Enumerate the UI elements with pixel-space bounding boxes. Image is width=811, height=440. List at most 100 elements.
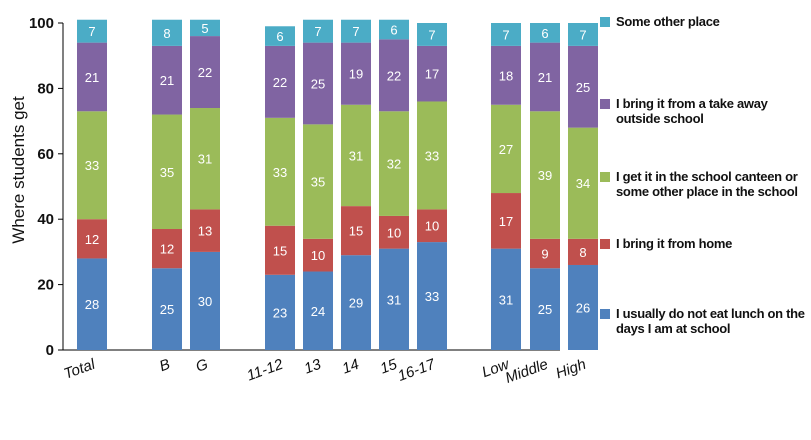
bar-value-label: 10: [425, 219, 439, 234]
legend-label: I bring it from a take away outside scho…: [616, 96, 768, 126]
bar-value-label: 33: [85, 158, 99, 173]
bar-value-label: 33: [425, 289, 439, 304]
bar-segment: [341, 255, 371, 350]
bar-segment: [77, 219, 107, 259]
x-tick-label: 15: [378, 356, 400, 378]
bar-value-label: 17: [499, 214, 513, 229]
bar-segment: [379, 39, 409, 112]
bar-value-label: 18: [499, 68, 513, 83]
y-tick-label: 0: [46, 342, 54, 359]
bar-segment: [491, 45, 521, 105]
bar-value-label: 7: [502, 27, 509, 42]
bar-segment: [530, 42, 560, 112]
bar-segment: [265, 26, 295, 46]
bar-value-label: 31: [198, 152, 212, 167]
bar-value-label: 7: [352, 24, 359, 39]
bar-segment: [491, 193, 521, 249]
legend-label: I usually do not eat lunch on the days I…: [616, 306, 805, 336]
bar-segment: [530, 111, 560, 239]
y-tick-labels: 0 20 40 60 80 100: [29, 15, 63, 359]
bar-segment: [379, 19, 409, 40]
bar-value-label: 33: [273, 165, 287, 180]
legend-label: I bring it from home: [616, 236, 733, 251]
bar-value-label: 19: [349, 67, 363, 82]
bar-value-label: 31: [387, 292, 401, 307]
bar-value-label: 21: [160, 73, 174, 88]
bar-value-label: 29: [349, 296, 363, 311]
bar-segment: [341, 42, 371, 105]
bar-value-label: 26: [576, 300, 590, 315]
bar-value-label: 12: [160, 242, 174, 257]
legend-label: Some other place: [616, 14, 720, 29]
bar-segment: [417, 209, 447, 243]
bar-segment: [568, 127, 598, 239]
bar-value-label: 6: [541, 26, 548, 41]
bar-segment: [417, 23, 447, 46]
x-tick-label: 14: [340, 356, 361, 378]
y-axis-label: Where students get: [9, 96, 28, 244]
bar-value-label: 30: [198, 294, 212, 309]
bar-segment: [530, 238, 560, 269]
x-tick-label: B: [157, 356, 172, 375]
bar-value-label: 7: [428, 27, 435, 42]
bar-segment: [303, 271, 333, 350]
bar-segment: [491, 23, 521, 46]
bar-segment: [417, 45, 447, 102]
y-tick-label: 100: [29, 15, 54, 32]
bar-segment: [568, 264, 598, 350]
bar-segment: [265, 274, 295, 350]
bar-segment: [152, 229, 182, 269]
bar-segment: [491, 104, 521, 194]
y-tick-label: 80: [37, 80, 54, 97]
legend-swatch: [600, 99, 610, 109]
bar-segment: [152, 19, 182, 46]
bar-value-label: 31: [349, 148, 363, 163]
bar-value-label: 22: [387, 68, 401, 83]
bar-value-label: 9: [541, 247, 548, 262]
bar-segment: [190, 36, 220, 109]
bar-value-label: 22: [198, 65, 212, 80]
legend-swatch: [600, 239, 610, 249]
y-tick-label: 60: [37, 146, 54, 163]
bar-value-label: 8: [579, 245, 586, 260]
bar-value-label: 7: [579, 27, 586, 42]
bar-value-label: 10: [311, 248, 325, 263]
bar-segment: [341, 104, 371, 207]
bar-value-label: 25: [538, 302, 552, 317]
bar-value-label: 33: [425, 148, 439, 163]
bar-value-label: 15: [273, 243, 287, 258]
bar-value-label: 10: [387, 225, 401, 240]
bar-segment: [341, 206, 371, 256]
bar-segment: [152, 268, 182, 350]
bar-segment: [265, 117, 295, 226]
bar-segment: [265, 45, 295, 118]
bar-segment: [77, 42, 107, 112]
bar-segment: [77, 111, 107, 220]
bar-value-label: 24: [311, 304, 325, 319]
bar-value-label: 6: [276, 29, 283, 44]
bar-segment: [77, 258, 107, 350]
bar-value-label: 8: [163, 26, 170, 41]
bar-value-label: 5: [201, 21, 208, 36]
legend-swatch: [600, 309, 610, 319]
bar-segment: [530, 23, 560, 43]
bar-segment: [190, 209, 220, 252]
bar-segment: [379, 215, 409, 249]
bar-value-label: 7: [88, 24, 95, 39]
bar-value-label: 6: [390, 23, 397, 38]
bar-value-label: 27: [499, 142, 513, 157]
bar-segment: [265, 225, 295, 275]
bar-value-label: 28: [85, 297, 99, 312]
x-tick-label: Total: [61, 356, 97, 383]
bar-segment: [303, 19, 333, 43]
x-tick-label: High: [554, 356, 589, 383]
bar-value-label: 17: [425, 67, 439, 82]
x-tick-label: 13: [302, 356, 324, 378]
bar-segment: [568, 238, 598, 265]
bar-segment: [152, 45, 182, 115]
bar-segment: [341, 19, 371, 43]
bar-segment: [77, 19, 107, 43]
bar-segment: [568, 45, 598, 128]
bar-value-label: 31: [499, 292, 513, 307]
